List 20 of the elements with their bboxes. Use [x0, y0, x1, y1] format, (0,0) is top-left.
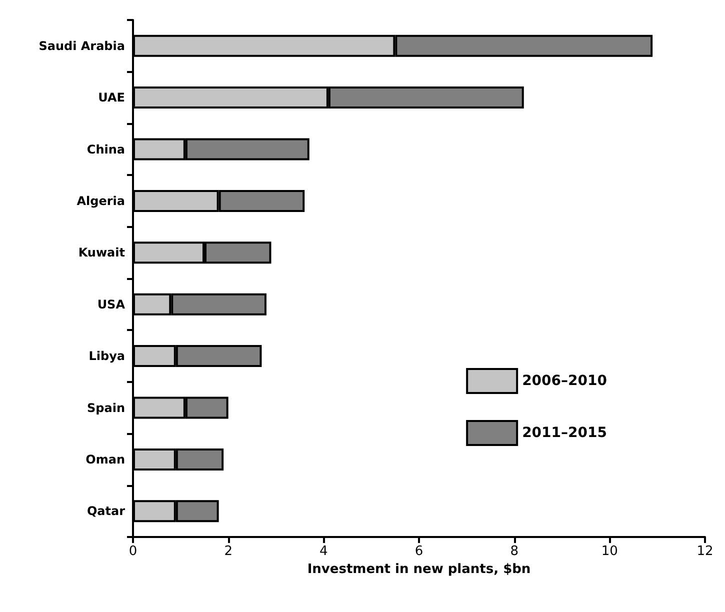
x-tick-label: 12: [696, 544, 714, 559]
y-tick-label: Qatar: [86, 504, 126, 518]
x-tick-label: 8: [510, 544, 518, 559]
y-tick-label: Libya: [88, 349, 125, 364]
y-tick-label: USA: [97, 297, 126, 312]
x-tick-label: 0: [128, 544, 138, 559]
legend-label: 2006–2010: [522, 373, 608, 389]
x-tick-label: 10: [601, 544, 618, 559]
y-tick-label: Algeria: [76, 194, 125, 208]
y-tick-label: Oman: [86, 452, 125, 466]
x-tick-label: 4: [320, 544, 328, 559]
legend-label: 2011–2015: [522, 425, 608, 441]
x-tick-label: 6: [414, 544, 424, 559]
x-tick-label: 2: [224, 544, 232, 559]
y-tick-label: Kuwait: [78, 246, 126, 260]
x-axis-title: Investment in new plants, $bn: [307, 562, 531, 577]
y-tick-label: UAE: [98, 90, 125, 105]
y-tick-label: Spain: [87, 400, 125, 415]
y-tick-label: Saudi Arabia: [38, 38, 125, 53]
y-tick-label: China: [86, 142, 125, 156]
